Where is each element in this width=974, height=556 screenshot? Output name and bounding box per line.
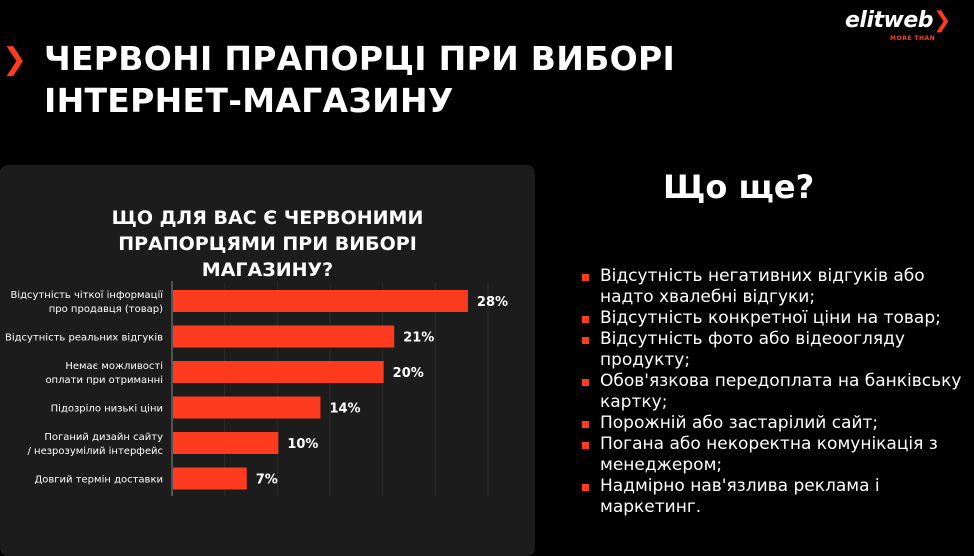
bar bbox=[173, 396, 321, 419]
page-title: ЧЕРВОНІ ПРАПОРЦІ ПРИ ВИБОРІ ІНТЕРНЕТ-МАГ… bbox=[44, 39, 676, 120]
category-label: Немає можливості bbox=[65, 360, 163, 372]
bar-chart: 28% Відсутність чіткої інформації про прод… bbox=[5, 281, 508, 496]
category-label: Довгий термін доставки bbox=[34, 474, 163, 486]
logo: elitweb❯ MORE THAN bbox=[845, 8, 970, 44]
data-label: 7% bbox=[256, 473, 278, 488]
chart-card bbox=[0, 165, 535, 556]
bar bbox=[173, 325, 395, 348]
category-label: Відсутність чіткої інформації bbox=[11, 289, 164, 301]
logo-chevron-icon: ❯ bbox=[933, 8, 952, 33]
logo-tagline: MORE THAN bbox=[890, 35, 936, 42]
bar bbox=[173, 361, 384, 383]
data-label: 20% bbox=[393, 366, 424, 381]
category-label: про продавця (товар) bbox=[49, 304, 163, 315]
list-item: Надмірно нав'язлива реклама і маркетинг. bbox=[582, 476, 962, 518]
category-label: Підозріло низькі ціни bbox=[51, 403, 163, 415]
data-label: 21% bbox=[403, 331, 434, 346]
bar bbox=[173, 467, 247, 490]
list-item: Обов'язкова передоплата на банківську ка… bbox=[582, 371, 962, 413]
data-label: 10% bbox=[287, 437, 318, 452]
chevron-right-icon: ❯ bbox=[2, 42, 28, 77]
category-label: Поганий дизайн сайту bbox=[44, 432, 163, 443]
list-item: Порожній або застарілий сайт; bbox=[582, 413, 962, 434]
bar bbox=[173, 290, 468, 312]
logo-wordmark: elitweb bbox=[845, 8, 934, 33]
category-label: оплати при отриманні bbox=[45, 374, 163, 386]
data-label: 14% bbox=[329, 402, 360, 417]
category-label: / незрозумілий інтерфейс bbox=[28, 445, 164, 457]
list-item: Відсутність фото або відеоогляду продукт… bbox=[582, 329, 962, 371]
bar bbox=[173, 432, 279, 454]
data-label: 28% bbox=[477, 295, 508, 310]
list-item: Відсутність конкретної ціни на товар; bbox=[582, 308, 962, 329]
list-item: Погана або некоректна комунікація з мене… bbox=[582, 434, 962, 476]
list-item: Відсутність негативних відгуків або надт… bbox=[582, 266, 962, 308]
chart-title: ЩО ДЛЯ ВАС Є ЧЕРВОНИМИ ПРАПОРЦЯМИ ПРИ ВИ… bbox=[111, 207, 424, 281]
category-label: Відсутність реальних відгуків bbox=[5, 332, 163, 344]
right-heading: Що ще? bbox=[663, 168, 815, 206]
red-flags-list: Відсутність негативних відгуків або надт… bbox=[582, 266, 962, 518]
